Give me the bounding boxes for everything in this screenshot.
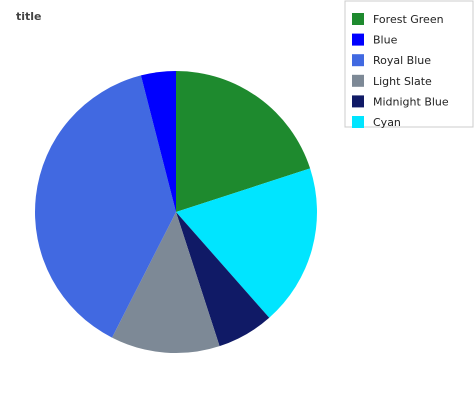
pie-slices <box>35 71 318 353</box>
legend-items: Forest Green Blue Royal Blue Light Slate Mid… <box>352 13 449 129</box>
legend-swatch-blue <box>352 33 364 46</box>
legend-label-blue: Blue <box>373 34 398 47</box>
pie-slice-forest-green <box>176 71 311 212</box>
pie-slice-light-slate <box>111 212 220 353</box>
legend-label-royal-blue: Royal Blue <box>373 54 431 67</box>
legend-label-cyan: Cyan <box>373 116 401 129</box>
legend-swatch-light-slate <box>352 74 364 87</box>
pie-slice-midnight-blue <box>176 212 270 347</box>
legend-label-forest-green: Forest Green <box>373 13 444 26</box>
legend-swatch-cyan <box>352 116 364 128</box>
pie-slice-royal-blue <box>35 75 176 338</box>
legend-box <box>344 0 474 128</box>
legend-swatch-forest-green <box>352 13 364 25</box>
pie-slice-blue <box>140 71 176 212</box>
legend: Forest Green Blue Royal Blue Light Slate Mid… <box>344 0 474 129</box>
legend-swatch-royal-blue <box>352 54 364 67</box>
legend-swatch-midnight-blue <box>352 95 364 108</box>
legend-label-light-slate: Light Slate <box>373 75 432 88</box>
pie-slice-cyan <box>176 168 318 318</box>
legend-label-midnight-blue: Midnight Blue <box>373 95 449 108</box>
chart-title: title <box>16 10 42 23</box>
